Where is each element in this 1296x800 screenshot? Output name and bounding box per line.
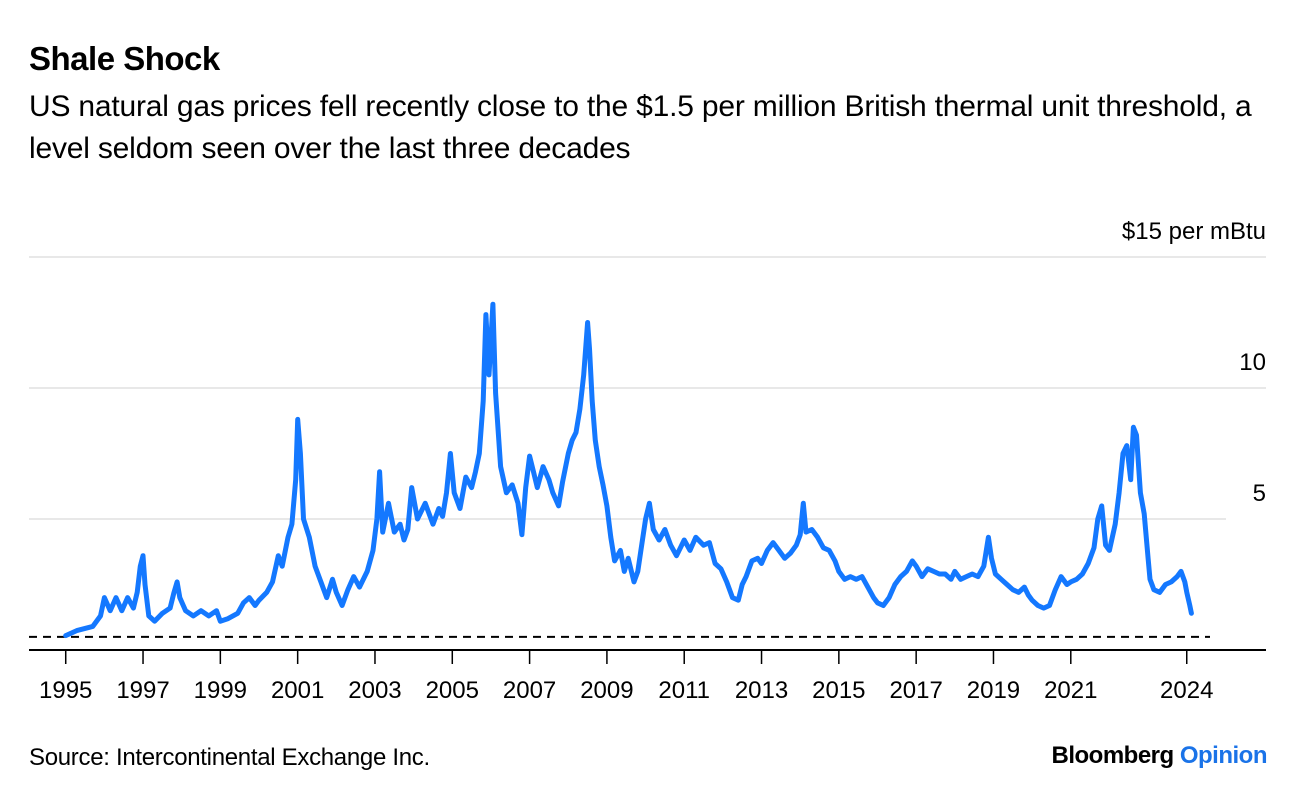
y-tick-label-15: $15 per mBtu — [1122, 218, 1266, 245]
brand-product: Opinion — [1179, 742, 1268, 769]
x-tick-label-2017: 2017 — [889, 677, 942, 704]
series-layer — [29, 301, 1210, 639]
x-tick-label-2003: 2003 — [348, 677, 401, 704]
chart-title: Shale Shock — [29, 40, 220, 77]
chart-subtitle: US natural gas prices fell recently clos… — [29, 90, 1252, 165]
x-tick-label-2019: 2019 — [967, 677, 1020, 704]
x-tick-label-2011: 2011 — [658, 677, 710, 704]
series-line-0 — [63, 301, 1194, 639]
x-tick-label-1995: 1995 — [39, 677, 92, 704]
y-tick-label-5: 5 — [1253, 480, 1266, 507]
x-tick-label-2005: 2005 — [426, 677, 479, 704]
brand-name: Bloomberg — [1051, 742, 1175, 769]
x-tick-label-2021: 2021 — [1044, 677, 1097, 704]
x-tick-label-2015: 2015 — [812, 677, 865, 704]
source-note: Source: Intercontinental Exchange Inc. — [29, 744, 430, 771]
x-tick-label-2013: 2013 — [735, 677, 788, 704]
x-tick-label-1997: 1997 — [116, 677, 169, 704]
brand-logo: Bloomberg Opinion — [1052, 742, 1268, 770]
x-tick-label-2009: 2009 — [580, 677, 633, 704]
x-tick-label-2001: 2001 — [271, 677, 324, 704]
x-tick-label-2024: 2024 — [1160, 677, 1213, 704]
x-tick-label-2007: 2007 — [503, 677, 556, 704]
x-axis — [29, 649, 1266, 664]
x-tick-label-1999: 1999 — [194, 677, 247, 704]
axis-labels: $15 per mBtu 10 5 1995 1997 1999 2001 2003 2005 2… — [39, 218, 1266, 704]
gridlines — [29, 256, 1266, 520]
y-tick-label-10: 10 — [1239, 349, 1266, 376]
